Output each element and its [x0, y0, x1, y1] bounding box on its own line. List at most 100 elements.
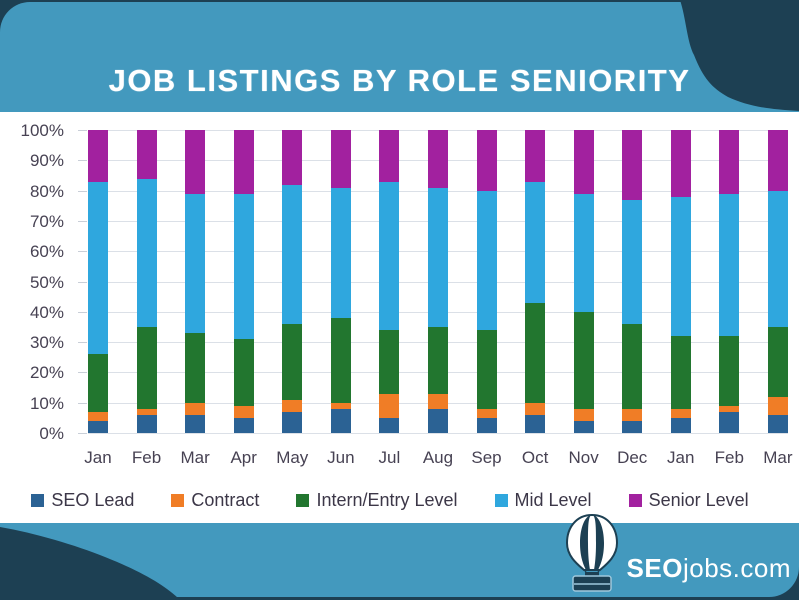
bar-segment-mid-level: [427, 187, 448, 327]
bar-segment-seo-lead: [330, 408, 351, 433]
bar-segment-mid-level: [719, 193, 740, 337]
bar-segment-intern-entry-level: [136, 326, 157, 409]
bar-segment-intern-entry-level: [233, 339, 254, 406]
bar-segment-mid-level: [670, 196, 691, 337]
bar-segment-senior-level: [525, 130, 546, 182]
legend-swatch: [31, 494, 45, 507]
y-axis-tick: [78, 372, 87, 373]
bar-segment-seo-lead: [719, 411, 740, 433]
y-axis-label: 70%: [29, 212, 64, 231]
bar-segment-senior-level: [330, 130, 351, 188]
bar-segment-intern-entry-level: [282, 323, 303, 400]
bar-segment-mid-level: [767, 190, 788, 327]
bar-segment-mid-level: [622, 199, 643, 324]
bar-segment-mid-level: [573, 193, 594, 312]
bar-segment-mid-level: [88, 181, 108, 355]
bar-segment-intern-entry-level: [525, 302, 546, 403]
y-axis-tick: [78, 342, 87, 343]
legend-label: Mid Level: [514, 490, 592, 510]
bar-segment-intern-entry-level: [573, 311, 594, 409]
y-axis-label: 90%: [29, 151, 64, 170]
page-title: JOB LISTINGS BY ROLE SENIORITY: [108, 63, 691, 98]
gridline: [88, 433, 788, 434]
stacked-bar-jul-6: [379, 130, 400, 433]
bar-segment-intern-entry-level: [427, 326, 448, 394]
x-axis-label: Mar: [763, 448, 793, 467]
bar-segment-mid-level: [379, 181, 400, 330]
bar-segment-seo-lead: [136, 414, 157, 433]
x-axis-label: Jun: [327, 448, 355, 467]
bar-segment-seo-lead: [573, 420, 594, 433]
bar-segment-contract: [136, 408, 157, 415]
legend-label: Intern/Entry Level: [316, 490, 458, 510]
y-axis-label: 0%: [39, 424, 64, 443]
y-axis-label: 20%: [29, 363, 64, 382]
stacked-bar-mar-2: [185, 130, 206, 433]
legend-swatch: [171, 494, 185, 507]
bar-segment-contract: [185, 402, 206, 415]
x-axis-label: Feb: [131, 448, 162, 467]
bar-segment-senior-level: [670, 130, 691, 197]
bar-segment-contract: [573, 408, 594, 421]
x-axis-label: Aug: [422, 448, 454, 467]
bar-segment-seo-lead: [379, 417, 400, 433]
bar-segment-contract: [767, 396, 788, 415]
x-axis-label: Apr: [230, 448, 257, 467]
bar-segment-contract: [476, 408, 497, 418]
bar-segment-intern-entry-level: [622, 323, 643, 409]
stacked-bar-apr-3: [233, 130, 254, 433]
bar-segment-mid-level: [185, 193, 206, 334]
stacked-bar-may-4: [282, 130, 303, 433]
bar-segment-contract: [525, 402, 546, 415]
stacked-bar-chart: 100% 90% 80% 70% 60% 50% 40% 30% 20% 10% 0% Jan Feb…: [0, 112, 799, 523]
plot-area: 100% 90% 80% 70% 60% 50% 40% 30% 20% 10% 0%: [21, 121, 788, 443]
bar-segment-seo-lead: [233, 417, 254, 433]
y-axis-tick: [78, 221, 87, 222]
x-axis-label: Oct: [521, 448, 549, 467]
stacked-bar-jun-5: [330, 130, 351, 433]
stacked-bar-jan-12: [670, 130, 691, 433]
bar-segment-seo-lead: [185, 414, 206, 433]
legend-swatch: [296, 494, 310, 507]
x-axis-label: Feb: [714, 448, 744, 467]
bar-segment-senior-level: [282, 130, 303, 185]
bar-segment-seo-lead: [525, 414, 546, 433]
x-axis-label: Sep: [471, 448, 502, 467]
bar-segment-seo-lead: [88, 420, 108, 433]
bar-segment-intern-entry-level: [670, 336, 691, 409]
bar-segment-mid-level: [282, 184, 303, 324]
y-axis-label: 30%: [29, 333, 64, 352]
y-axis-label: 50%: [29, 273, 64, 292]
bar-segment-contract: [622, 408, 643, 421]
bar-segment-senior-level: [767, 130, 788, 191]
bar-segment-contract: [330, 402, 351, 409]
legend-swatch: [494, 494, 508, 507]
bar-segment-mid-level: [330, 187, 351, 318]
bar-segment-contract: [282, 399, 303, 412]
stacked-bar-sep-8: [476, 130, 497, 433]
bars-container: [88, 130, 788, 433]
chart-legend: SEO Lead Contract Intern/Entry Level Mid Le…: [0, 490, 780, 511]
hot-air-balloon-icon: [565, 514, 618, 592]
stacked-bar-feb-1: [136, 130, 157, 433]
y-axis-label: 80%: [29, 182, 64, 201]
bar-segment-contract: [719, 405, 740, 412]
bar-segment-contract: [88, 411, 108, 421]
bar-segment-intern-entry-level: [719, 336, 740, 406]
bar-segment-contract: [233, 405, 254, 418]
legend-item-senior-level: Senior Level: [628, 490, 749, 511]
legend-label: Senior Level: [648, 490, 749, 510]
stacked-bar-feb-13: [719, 130, 740, 433]
bar-segment-senior-level: [136, 130, 157, 179]
legend-item-contract: Contract: [171, 490, 259, 511]
x-axis-labels: Jan Feb Mar Apr May Jun Jul Aug Sep Oct Nov Dec Jan F…: [84, 448, 793, 468]
x-axis-label: Jan: [667, 448, 695, 467]
bar-segment-intern-entry-level: [88, 354, 108, 412]
y-axis-tick: [78, 191, 87, 192]
x-axis-label: Jan: [84, 448, 112, 467]
bar-segment-intern-entry-level: [330, 317, 351, 403]
legend-swatch: [628, 494, 642, 507]
legend-item-mid-level: Mid Level: [494, 490, 592, 511]
bar-segment-intern-entry-level: [476, 330, 497, 409]
